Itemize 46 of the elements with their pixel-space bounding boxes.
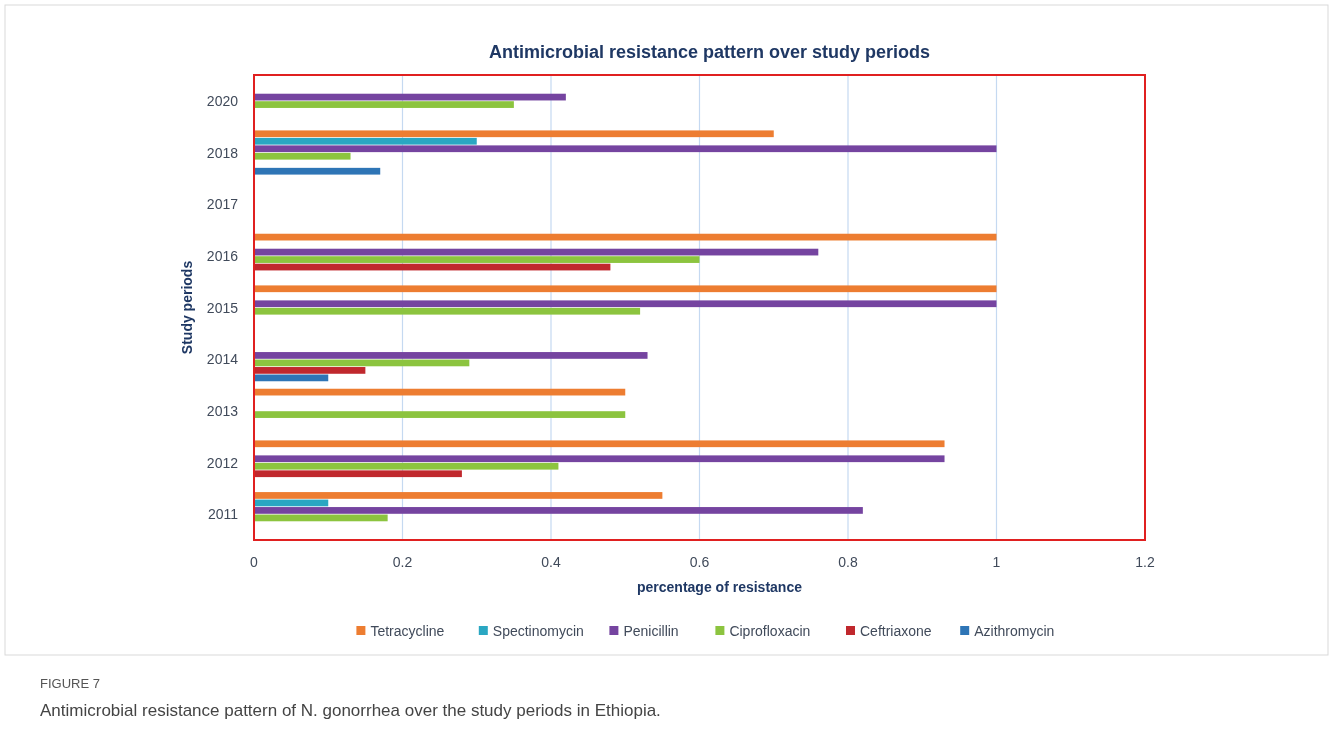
legend-label: Tetracycline <box>370 623 445 639</box>
x-axis-title: percentage of resistance <box>637 579 803 595</box>
bar <box>254 167 381 175</box>
bar <box>254 492 663 499</box>
bar <box>254 137 477 145</box>
x-tick-label: 0 <box>250 554 259 570</box>
bar <box>254 507 863 514</box>
y-axis-title: Study periods <box>179 260 195 355</box>
text: Antimicrobial resistance pattern of N. gonorrhea over the study periods in Ethiopia. <box>40 701 661 720</box>
legend-label: Penicillin <box>623 623 679 639</box>
y-tick-label: 2016 <box>206 247 239 264</box>
x-tick-label: 1 <box>992 554 1001 570</box>
bar <box>254 455 945 463</box>
y-tick-label: 2011 <box>207 506 239 523</box>
y-tick-label: 2012 <box>206 454 239 471</box>
bar <box>254 145 997 153</box>
legend-label: Spectinomycin <box>492 623 584 639</box>
bar <box>254 367 366 374</box>
legend-label: Azithromycin <box>974 623 1055 639</box>
bar <box>254 411 626 418</box>
legend-label: Ceftriaxone <box>860 623 932 639</box>
bar <box>254 352 648 359</box>
y-tick-label: 2014 <box>206 351 239 368</box>
x-tick-label: 0.2 <box>392 554 413 570</box>
y-tick-label: 2017 <box>206 196 239 213</box>
y-tick-label: 2013 <box>206 402 239 419</box>
x-tick-label: 0.4 <box>541 554 561 570</box>
bar <box>254 152 351 160</box>
x-tick-label: 0.8 <box>838 554 858 570</box>
bar <box>254 470 462 478</box>
x-tick-label: 1.2 <box>1135 554 1155 570</box>
x-tick-label: 0.6 <box>689 554 710 570</box>
bar <box>254 300 997 308</box>
y-tick-label: 2020 <box>206 92 239 109</box>
bar <box>254 256 700 263</box>
y-tick-label: 2015 <box>206 299 239 316</box>
bar <box>254 285 997 293</box>
bar <box>254 440 945 448</box>
y-tick-label: 2018 <box>206 144 239 161</box>
bar <box>254 101 514 108</box>
legend-label: Ciprofloxacin <box>729 623 811 639</box>
caption: FIGURE 7 <box>40 676 100 691</box>
bar <box>254 462 559 470</box>
chart-title: Antimicrobial resistance pattern over study periods <box>488 42 931 62</box>
bar <box>254 307 641 315</box>
bar <box>254 130 774 138</box>
